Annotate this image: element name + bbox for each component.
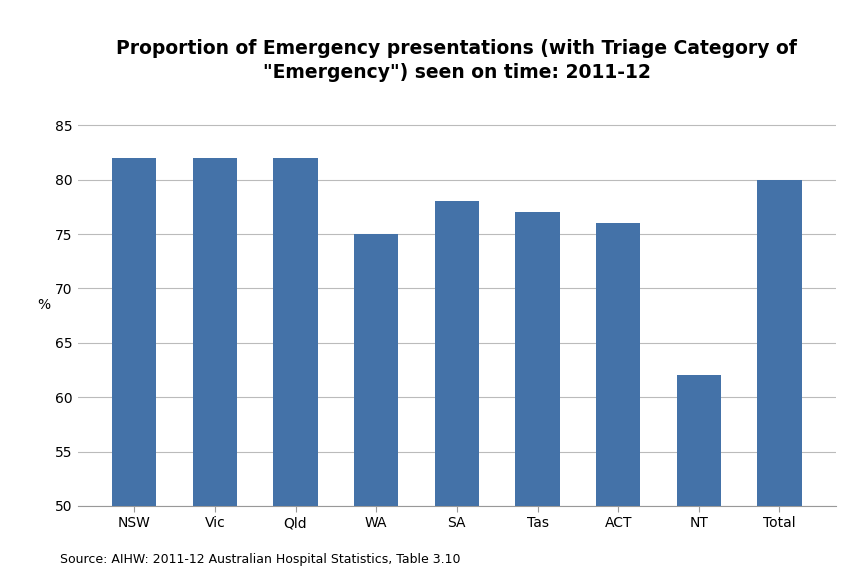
Bar <box>354 234 398 575</box>
Bar <box>515 212 559 575</box>
Y-axis label: %: % <box>37 298 51 312</box>
Bar <box>595 223 640 575</box>
Title: Proportion of Emergency presentations (with Triage Category of
"Emergency") seen: Proportion of Emergency presentations (w… <box>116 39 796 82</box>
Text: Source: AIHW: 2011-12 Australian Hospital Statistics, Table 3.10: Source: AIHW: 2011-12 Australian Hospita… <box>60 553 461 566</box>
Bar <box>757 179 801 575</box>
Bar <box>434 201 479 575</box>
Bar <box>193 158 237 575</box>
Bar <box>112 158 156 575</box>
Bar <box>676 375 720 575</box>
Bar <box>273 158 318 575</box>
